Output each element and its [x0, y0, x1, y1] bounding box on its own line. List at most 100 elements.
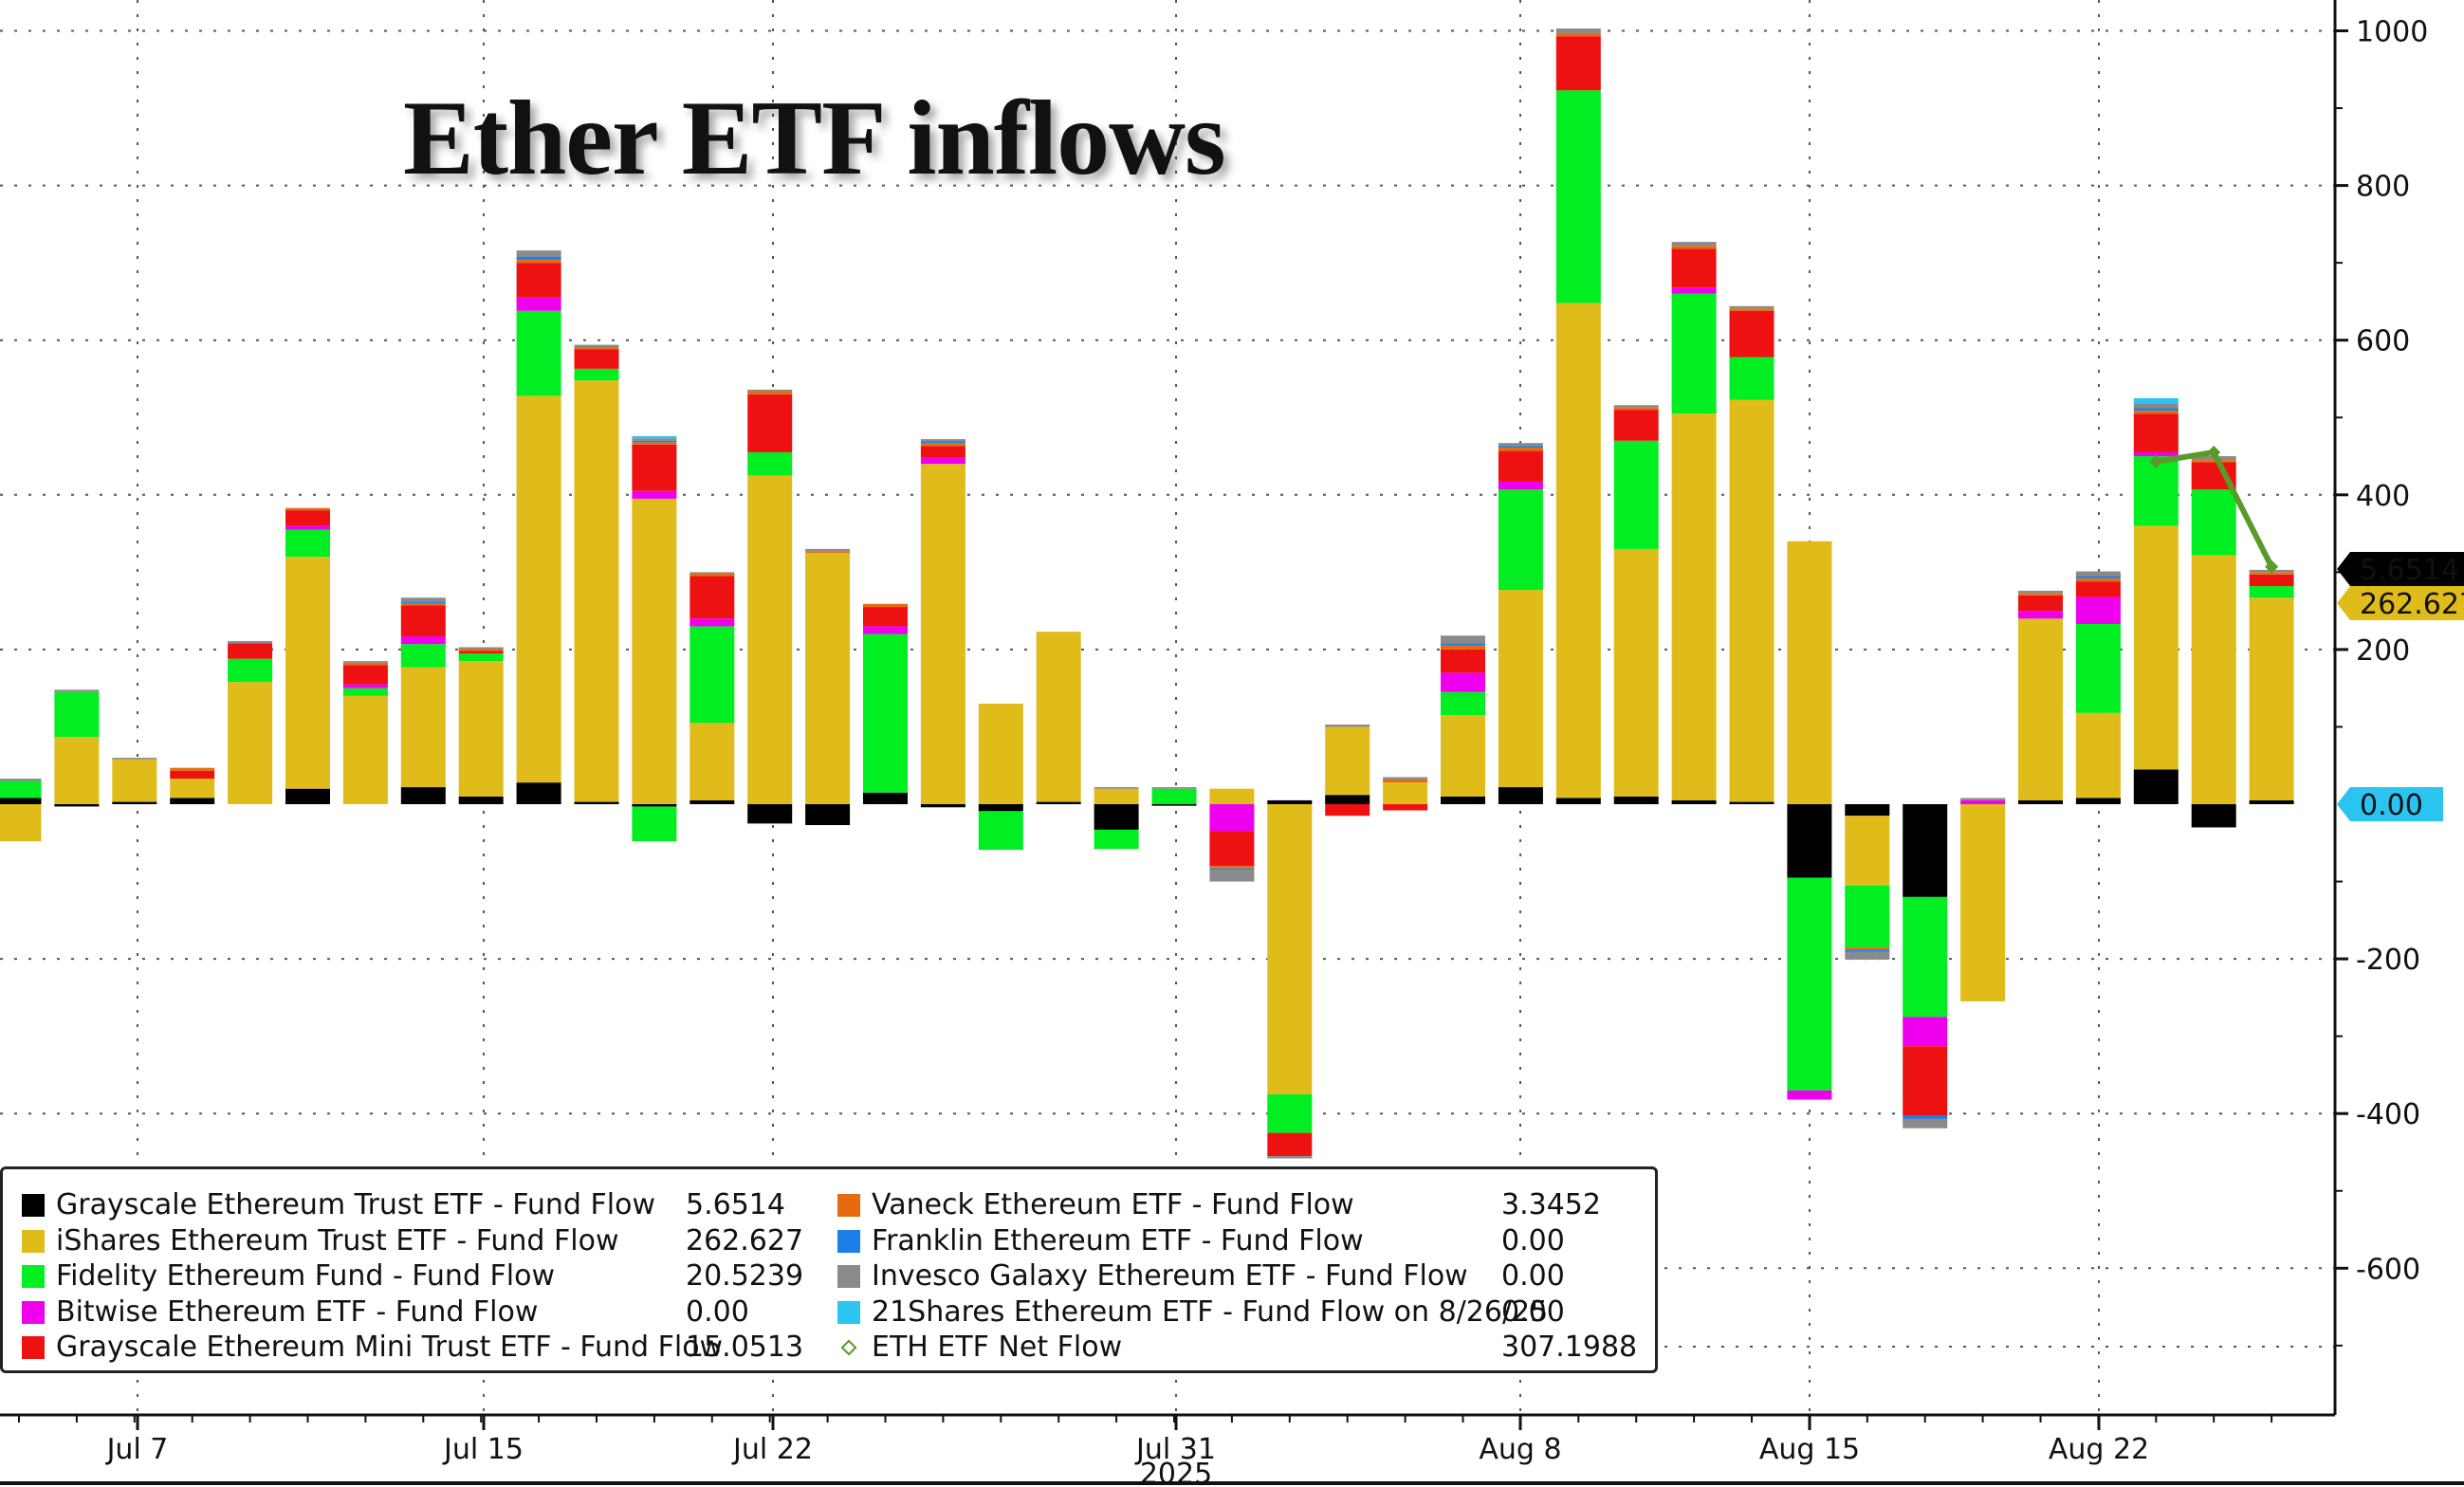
bar-segment — [1671, 413, 1717, 800]
bar-segment — [458, 651, 504, 653]
bar-segment — [1209, 804, 1255, 832]
bar-segment — [863, 603, 908, 608]
x-year-label: 2025 — [1140, 1458, 1212, 1487]
bar-segment — [458, 652, 504, 662]
bar-segment — [516, 259, 561, 264]
bar-segment — [516, 250, 561, 257]
bar-segment — [1498, 448, 1543, 451]
bar-segment — [690, 799, 735, 804]
bar-segment — [2191, 804, 2236, 828]
bar-segment — [574, 344, 619, 348]
bar-segment — [228, 640, 273, 644]
bar-segment — [458, 647, 504, 650]
y-tick-label: -400 — [2356, 1098, 2420, 1131]
y-tick-label: 1000 — [2356, 16, 2428, 49]
bar-segment — [1267, 799, 1313, 804]
bar-segment — [863, 626, 908, 634]
legend-swatch — [22, 1194, 45, 1217]
bar-segment — [2075, 578, 2121, 582]
legend-item: Franklin Ethereum ETF - Fund Flow 0.00 — [837, 1224, 1634, 1258]
bar-segment — [1729, 801, 1774, 804]
bar-segment — [1613, 405, 1659, 408]
bar-segment — [2249, 799, 2294, 804]
bar-segment — [170, 767, 215, 771]
bar-segment — [2018, 799, 2063, 804]
y-tick-label: 400 — [2356, 480, 2410, 513]
legend-value: 0.00 — [686, 1294, 749, 1329]
bar-segment — [400, 667, 446, 788]
bar-segment — [1555, 303, 1601, 799]
bar-segment — [1325, 795, 1370, 804]
bar-segment — [574, 347, 619, 350]
bar-segment — [1671, 293, 1717, 414]
bar-segment — [1267, 1132, 1313, 1157]
bar-segment — [1613, 796, 1659, 804]
bar-segment — [1729, 305, 1774, 309]
legend-label: iShares Ethereum Trust ETF - Fund Flow — [56, 1223, 619, 1258]
svg-text:0.00: 0.00 — [2360, 789, 2423, 822]
bar-segment — [1845, 946, 1890, 950]
legend-label: ETH ETF Net Flow — [872, 1331, 1123, 1364]
legend-label: Franklin Ethereum ETF - Fund Flow — [872, 1223, 1364, 1258]
bar-segment — [1729, 357, 1774, 400]
bar-segment — [1729, 310, 1774, 358]
bar-segment — [1209, 868, 1255, 871]
bar-segment — [574, 368, 619, 381]
legend-value: 262.627 — [686, 1223, 804, 1258]
bar-segment — [2249, 597, 2294, 800]
bar-segment — [1903, 804, 1948, 897]
bar-segment — [400, 597, 446, 602]
bar-segment — [170, 770, 215, 780]
bar-segment — [1094, 788, 1139, 804]
svg-text:262.627: 262.627 — [2360, 588, 2464, 621]
bar-segment — [54, 804, 100, 807]
bar-segment — [1094, 829, 1139, 850]
bar-segment — [863, 792, 908, 804]
bar-segment — [920, 804, 965, 808]
bar-segment — [1845, 816, 1890, 886]
bar-segment — [1960, 799, 2006, 804]
bar-segment — [342, 684, 388, 688]
bar-segment — [690, 572, 735, 574]
bar-segment — [342, 688, 388, 696]
legend-label: Vaneck Ethereum ETF - Fund Flow — [872, 1188, 1354, 1221]
x-tick-label: Jul 22 — [731, 1433, 813, 1466]
bar-segment — [632, 440, 677, 443]
bar-segment — [2133, 413, 2179, 452]
bar-segment — [1383, 777, 1428, 780]
bar-segment — [1613, 548, 1659, 797]
value-callout: 5.6514 — [2337, 552, 2464, 587]
bar-segment — [2133, 525, 2179, 770]
bar-segment — [1498, 787, 1543, 804]
bar-segment — [2075, 571, 2121, 577]
bar-segment — [920, 446, 965, 458]
bar-segment — [2018, 595, 2063, 612]
bar-segment — [690, 576, 735, 619]
bar-segment — [1441, 635, 1485, 644]
bar-segment — [400, 787, 446, 804]
bar-segment — [2133, 408, 2179, 411]
bar-segment — [1441, 715, 1485, 797]
bar-segment — [1960, 804, 2006, 1001]
bar-segment — [342, 661, 388, 663]
bar-segment — [747, 475, 793, 804]
bar-segment — [805, 804, 851, 826]
bar-segment — [1787, 541, 1832, 804]
legend-swatch — [837, 1194, 860, 1217]
bar-segment — [54, 689, 100, 692]
legend-swatch — [837, 1229, 860, 1253]
bar-segment — [2191, 489, 2236, 556]
bar-segment — [1325, 726, 1370, 796]
bar-segment — [1441, 691, 1485, 716]
bar-segment — [400, 601, 446, 603]
bar-segment — [0, 804, 42, 842]
bar-segment — [1729, 399, 1774, 802]
bar-segment — [2191, 460, 2236, 463]
bar-segment — [285, 557, 330, 789]
bar-segment — [516, 782, 561, 804]
bar-segment — [516, 256, 561, 260]
bar-segment — [1729, 308, 1774, 311]
legend-value: 20.5239 — [686, 1259, 804, 1293]
